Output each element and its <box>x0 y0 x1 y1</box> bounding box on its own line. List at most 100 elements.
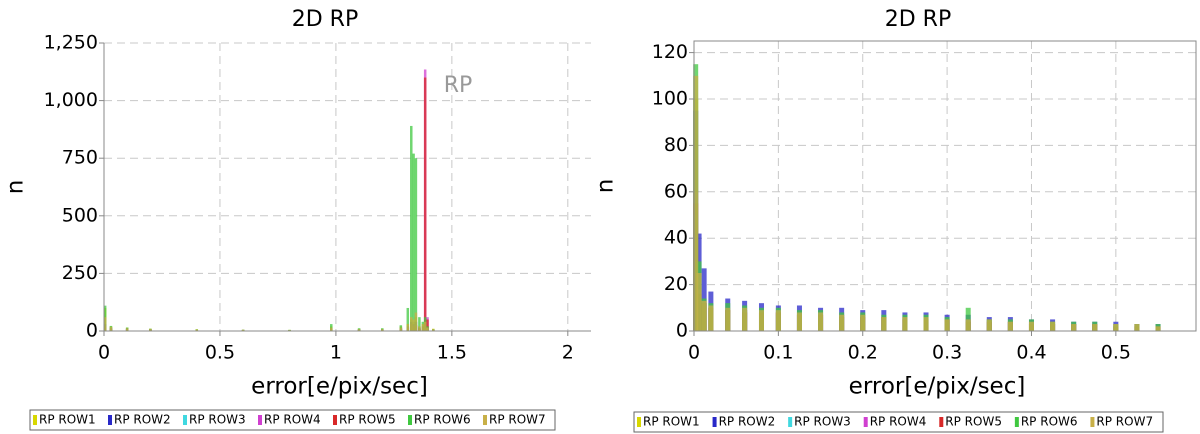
legend-swatch <box>637 417 641 427</box>
y-axis-label: n <box>3 180 29 195</box>
legend-label: RP ROW5 <box>945 415 1002 429</box>
bar <box>725 307 731 331</box>
legend-swatch <box>258 415 262 425</box>
legend-label: RP ROW1 <box>39 413 96 427</box>
bar <box>708 305 714 331</box>
legend-swatch <box>788 417 793 427</box>
bar <box>381 329 384 331</box>
bar <box>414 312 418 331</box>
y-tick-label: 0 <box>86 320 98 342</box>
bar <box>330 327 333 331</box>
bar <box>432 329 435 331</box>
legend-label: RP ROW2 <box>719 415 776 429</box>
bar <box>109 326 113 331</box>
bar <box>1155 326 1161 331</box>
bar <box>241 329 245 331</box>
bar <box>1134 324 1140 331</box>
legend-label: RP ROW3 <box>189 413 246 427</box>
x-tick-label: 0 <box>98 342 110 364</box>
y-tick-label: 40 <box>664 227 688 249</box>
x-tick-label: 2 <box>562 342 574 364</box>
bar <box>1028 321 1034 331</box>
bar <box>860 314 866 331</box>
bar <box>426 327 429 331</box>
y-axis-label: n <box>593 179 619 194</box>
y-tick-label: 60 <box>664 180 688 202</box>
x-tick-label: 0 <box>688 342 700 364</box>
y-tick-label: 120 <box>652 41 688 63</box>
legend-label: RP ROW4 <box>264 413 321 427</box>
bar <box>902 317 908 331</box>
bar <box>965 319 971 331</box>
bar <box>775 310 781 331</box>
y-tick-label: 750 <box>62 147 98 169</box>
bar <box>1007 321 1013 331</box>
x-axis-label: error[e/pix/sec] <box>251 374 428 400</box>
x-tick-label: 0.5 <box>1101 342 1131 364</box>
legend-label: RP ROW7 <box>489 413 546 427</box>
bar <box>406 307 410 331</box>
y-tick-label: 100 <box>652 88 688 110</box>
legend-swatch <box>939 417 944 427</box>
plot-frame <box>693 40 1197 332</box>
bar <box>399 327 403 331</box>
legend-swatch <box>33 415 37 425</box>
legend-label: RP ROW6 <box>1021 415 1078 429</box>
bar <box>1050 321 1056 331</box>
bar <box>195 329 199 331</box>
legend-swatch <box>108 415 112 425</box>
legend-label: RP ROW4 <box>870 415 927 429</box>
y-tick-label: 0 <box>676 320 688 342</box>
x-tick-label: 0.5 <box>205 342 235 364</box>
bar <box>412 319 415 331</box>
legend-label: RP ROW7 <box>1096 415 1153 429</box>
legend-swatch <box>183 415 187 425</box>
bar <box>923 317 929 331</box>
x-tick-label: 0.1 <box>763 342 793 364</box>
bar <box>693 75 699 331</box>
bar <box>1113 324 1119 331</box>
bar <box>423 77 427 331</box>
legend-swatch <box>712 417 717 427</box>
bar <box>125 328 129 331</box>
y-tick-label: 80 <box>664 134 688 156</box>
bar <box>1092 324 1098 331</box>
bar <box>881 317 887 331</box>
bar <box>796 312 802 331</box>
legend-label: RP ROW2 <box>114 413 171 427</box>
annotation: RP <box>444 73 473 98</box>
chart-title: 2D RP <box>885 7 951 32</box>
bar <box>423 321 427 331</box>
bar <box>818 312 824 331</box>
bar <box>1071 324 1077 331</box>
x-tick-label: 0.3 <box>932 342 962 364</box>
legend-swatch <box>408 415 412 425</box>
legend-label: RP ROW1 <box>643 415 700 429</box>
bar <box>357 329 361 331</box>
bar <box>426 319 429 331</box>
legend-box <box>29 409 556 431</box>
bar <box>410 317 413 331</box>
y-tick-label: 250 <box>62 262 98 284</box>
legend-swatch <box>1090 417 1095 427</box>
bar <box>410 125 413 331</box>
bar <box>742 307 748 331</box>
x-tick-label: 0.4 <box>1016 342 1046 364</box>
bar <box>701 300 707 331</box>
bar <box>839 314 845 331</box>
legend-label: RP ROW3 <box>794 415 851 429</box>
bar <box>696 273 702 331</box>
bar <box>414 158 418 331</box>
chart-title: 2D RP <box>292 7 358 32</box>
legend-box <box>633 411 1164 433</box>
bar <box>412 153 415 331</box>
bar <box>758 310 764 331</box>
y-tick-label: 500 <box>62 204 98 226</box>
bar <box>986 319 992 331</box>
bar <box>944 319 950 331</box>
legend-swatch <box>1014 417 1019 427</box>
y-tick-label: 1,250 <box>44 32 98 54</box>
bar <box>406 324 410 331</box>
legend-swatch <box>483 415 487 425</box>
